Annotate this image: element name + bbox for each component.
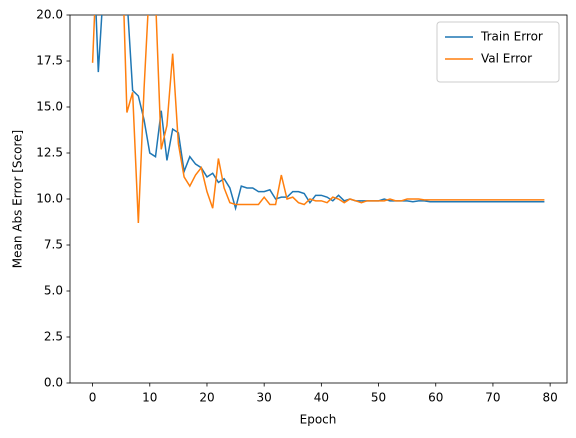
y-tick-label: 10.0 bbox=[36, 192, 63, 206]
x-tick-label: 20 bbox=[199, 391, 214, 405]
y-tick-label: 17.5 bbox=[36, 54, 63, 68]
x-tick-label: 60 bbox=[428, 391, 443, 405]
x-tick-label: 0 bbox=[89, 391, 97, 405]
y-tick-label: 20.0 bbox=[36, 8, 63, 22]
data-line bbox=[95, 15, 545, 212]
y-axis-label: Mean Abs Error [Score] bbox=[11, 130, 25, 268]
y-tick-label: 0.0 bbox=[44, 376, 63, 390]
plot-area bbox=[91, 15, 545, 223]
legend-label: Val Error bbox=[481, 52, 532, 66]
data-line bbox=[91, 15, 545, 223]
legend-label: Train Error bbox=[480, 30, 543, 44]
y-tick-label: 12.5 bbox=[36, 146, 63, 160]
y-tick-label: 2.5 bbox=[44, 330, 63, 344]
x-tick-label: 70 bbox=[485, 391, 500, 405]
x-tick-label: 50 bbox=[371, 391, 386, 405]
y-tick-label: 15.0 bbox=[36, 100, 63, 114]
x-tick-label: 40 bbox=[314, 391, 329, 405]
y-tick-label: 5.0 bbox=[44, 284, 63, 298]
x-tick-label: 30 bbox=[257, 391, 272, 405]
x-tick-label: 80 bbox=[542, 391, 557, 405]
x-axis-label: Epoch bbox=[300, 413, 337, 427]
x-tick-label: 10 bbox=[142, 391, 157, 405]
y-tick-label: 7.5 bbox=[44, 238, 63, 252]
